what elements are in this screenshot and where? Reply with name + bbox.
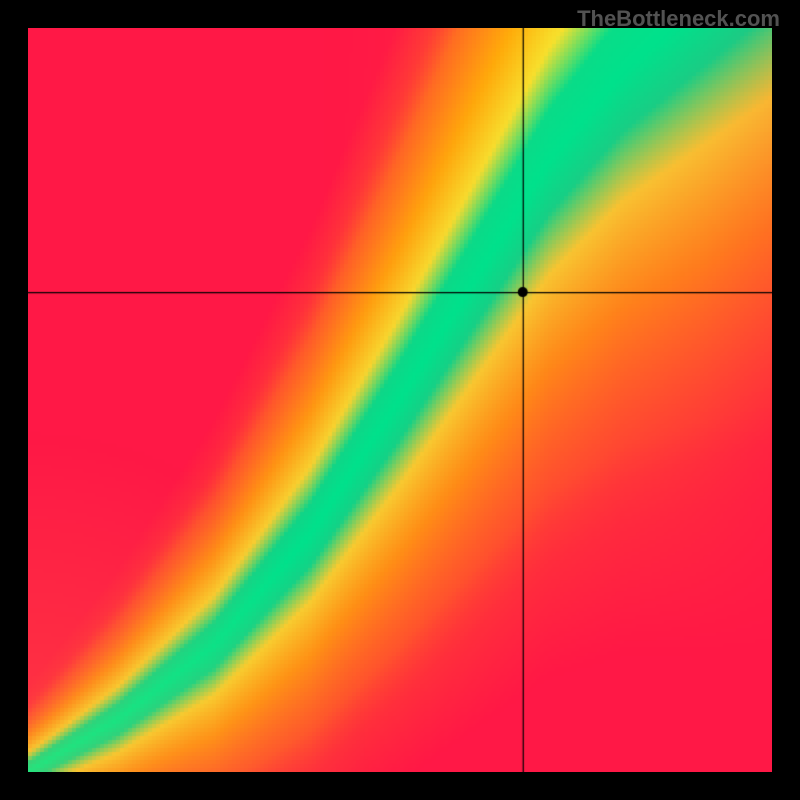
bottleneck-heatmap	[28, 28, 772, 772]
watermark-text: TheBottleneck.com	[577, 6, 780, 32]
